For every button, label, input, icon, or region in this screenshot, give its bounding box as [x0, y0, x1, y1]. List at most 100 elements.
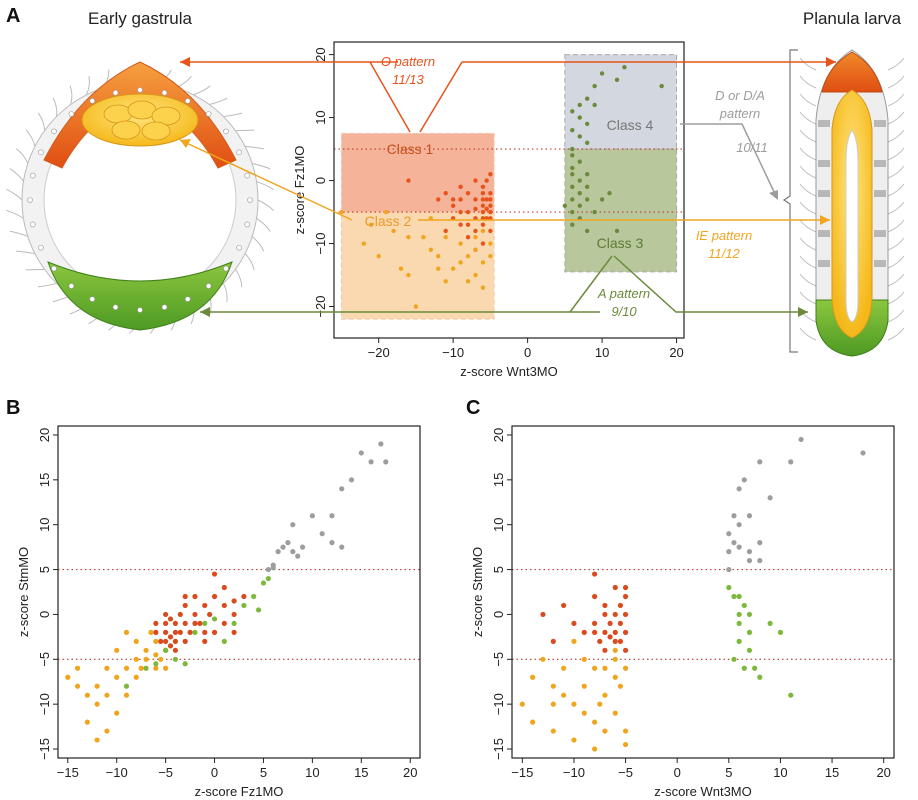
x-tick-label: 20: [876, 765, 890, 780]
da-pattern-label-1: D or D/A: [715, 88, 765, 103]
cilium: [245, 145, 264, 150]
data-point-red: [591, 629, 598, 635]
data-point-gray: [280, 544, 286, 550]
gray-band: [818, 120, 830, 127]
gray-band: [874, 190, 886, 197]
nucleus: [244, 172, 251, 179]
data-point-red: [480, 222, 486, 227]
data-point-green: [570, 197, 575, 202]
panel-b-scatter: −15 −10 −5 0 5 10 15 20 −15 −10 −5 0 5 10 15 20 z-score …: [16, 425, 421, 799]
data-point-red: [192, 620, 198, 627]
data-point-red: [484, 178, 489, 183]
data-point-red: [172, 620, 179, 627]
data-point-orange: [123, 692, 130, 698]
data-point-gray: [788, 459, 794, 465]
y-tick-label: 20: [37, 428, 52, 442]
data-point-green: [746, 647, 753, 653]
cilium: [37, 112, 46, 131]
data-point-green: [752, 665, 758, 671]
cilium: [257, 199, 274, 212]
data-point-orange: [561, 692, 567, 698]
cilium: [223, 112, 243, 118]
larva-gray-bands: [818, 120, 886, 267]
data-point-gray: [726, 566, 732, 573]
data-point-gray: [736, 522, 742, 528]
data-point-gray: [746, 549, 753, 555]
data-point-green: [777, 629, 784, 635]
data-point-orange: [530, 674, 536, 680]
data-point-red: [480, 184, 486, 190]
data-point-gray: [290, 522, 296, 528]
data-point-green: [570, 209, 575, 215]
data-point-red: [612, 584, 618, 591]
cilium: [799, 291, 817, 305]
cilium: [887, 147, 905, 161]
data-point-orange: [465, 279, 471, 284]
data-point-red: [207, 611, 213, 618]
data-point-red: [182, 620, 188, 627]
cilium: [256, 181, 274, 191]
data-point-red: [443, 190, 448, 196]
cilium: [9, 168, 24, 182]
data-point-orange: [488, 241, 493, 246]
data-point-orange: [581, 656, 587, 662]
data-point-orange: [458, 260, 463, 265]
data-point-gray: [329, 540, 335, 546]
data-point-red: [622, 593, 629, 600]
y-tick-label: 10: [37, 517, 52, 531]
x-tick-label: 15: [354, 765, 368, 780]
cilium: [799, 165, 817, 179]
data-point-gray: [270, 565, 276, 571]
data-point-gray: [570, 153, 575, 158]
data-point-red: [602, 611, 608, 618]
data-point-red: [458, 184, 463, 190]
panel-letter-a: A: [6, 5, 20, 27]
data-point-green: [741, 602, 747, 609]
cilium: [799, 273, 817, 287]
cilium: [244, 253, 255, 271]
x-tick-label: 0: [674, 765, 681, 780]
a-pattern-count: 9/10: [611, 304, 637, 319]
data-point-orange: [465, 253, 471, 259]
data-point-red: [167, 643, 174, 649]
gray-band: [874, 120, 886, 127]
nucleus: [247, 197, 253, 203]
data-point-red: [211, 571, 218, 577]
data-point-green: [584, 197, 590, 202]
data-point-green: [255, 607, 262, 613]
data-point-gray: [299, 544, 306, 550]
data-point-orange: [94, 737, 100, 743]
nucleus: [68, 111, 75, 117]
data-point-red: [473, 178, 478, 183]
nucleus: [223, 128, 229, 135]
a-arrow-right: [613, 255, 808, 313]
data-point-orange: [612, 674, 618, 680]
cilium: [16, 250, 35, 255]
gray-band: [874, 230, 886, 237]
cilium: [222, 283, 228, 303]
data-point-orange: [591, 719, 598, 725]
data-point-orange: [153, 638, 159, 644]
data-point-red: [163, 620, 169, 627]
cilium: [799, 219, 817, 233]
data-point-red: [622, 629, 629, 635]
x-tick-label: −15: [511, 765, 533, 780]
data-point-red: [617, 638, 624, 644]
y-axis-label: z-score StmMO: [470, 547, 485, 637]
y-tick-label: 5: [491, 566, 506, 573]
nucleus: [112, 304, 119, 311]
data-point-red: [488, 197, 493, 202]
data-point-orange: [443, 235, 448, 240]
data-point-red: [488, 190, 493, 196]
data-point-red: [202, 602, 208, 609]
cilium: [799, 93, 817, 107]
data-point-red: [231, 611, 237, 618]
data-point-green: [726, 584, 732, 591]
data-point-gray: [275, 549, 281, 555]
data-point-orange: [114, 647, 120, 653]
data-point-red: [488, 203, 493, 208]
data-point-red: [591, 593, 598, 600]
gastrula-nuclei: [27, 87, 253, 313]
data-point-green: [182, 661, 188, 667]
data-point-orange: [398, 266, 404, 271]
